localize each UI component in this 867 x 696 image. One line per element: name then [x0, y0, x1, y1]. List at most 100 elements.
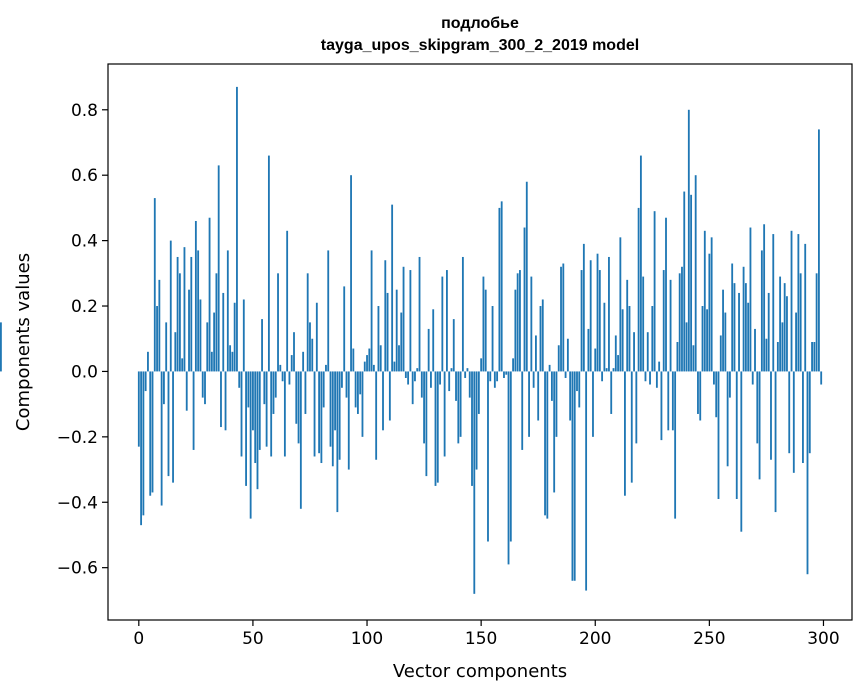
bar	[336, 371, 339, 513]
bar	[760, 250, 763, 372]
bar	[728, 371, 731, 398]
bar	[156, 306, 158, 372]
bar	[772, 234, 775, 372]
bar	[302, 351, 305, 372]
y-tick-label: 0.8	[71, 101, 98, 121]
bar	[697, 371, 699, 414]
bar	[204, 371, 206, 405]
bar	[222, 292, 225, 372]
bar	[655, 371, 658, 388]
bar	[560, 266, 562, 372]
bar	[594, 348, 597, 372]
bar	[596, 253, 599, 372]
bar	[242, 299, 245, 372]
bar	[619, 237, 622, 372]
x-tick-label: 250	[693, 629, 725, 649]
bar	[404, 371, 407, 378]
bar	[343, 286, 346, 372]
bar	[224, 371, 227, 431]
bar	[377, 306, 380, 372]
bar	[208, 217, 211, 372]
bar	[683, 191, 686, 372]
bar	[564, 371, 567, 378]
bar	[503, 371, 505, 378]
bar	[402, 266, 405, 372]
bar	[391, 204, 394, 372]
bar	[409, 270, 412, 372]
bar	[804, 243, 807, 372]
bar	[384, 260, 387, 372]
bar	[635, 371, 638, 444]
bar	[706, 309, 708, 372]
bar	[507, 371, 510, 565]
bar	[610, 371, 613, 414]
bar	[169, 240, 172, 372]
bar	[601, 371, 604, 382]
x-tick-label: 50	[242, 629, 264, 649]
bar	[181, 358, 184, 372]
bar	[630, 371, 633, 483]
bar	[452, 319, 455, 372]
bar	[555, 371, 558, 437]
bar	[315, 302, 318, 372]
bar	[676, 342, 679, 372]
bar	[288, 371, 291, 385]
bar	[281, 371, 284, 382]
bar	[448, 371, 451, 392]
bar	[550, 371, 553, 401]
bar	[477, 371, 480, 414]
bar	[612, 368, 615, 372]
bar	[233, 302, 236, 372]
bar	[767, 292, 770, 372]
bar	[140, 371, 143, 526]
bar	[395, 289, 398, 372]
bar	[487, 371, 489, 542]
bar	[400, 312, 403, 372]
bar	[580, 270, 583, 372]
bar	[252, 371, 254, 431]
bar	[220, 371, 222, 428]
bar	[571, 371, 574, 581]
bar	[653, 211, 656, 372]
bar	[776, 342, 779, 372]
x-tick-label: 150	[465, 629, 497, 649]
bar	[144, 371, 147, 392]
bar	[509, 371, 512, 542]
bar	[176, 256, 179, 372]
y-tick-label: 0.2	[71, 297, 98, 317]
bar	[708, 253, 711, 372]
bar	[468, 371, 471, 398]
bar	[178, 273, 181, 372]
bar	[701, 306, 704, 372]
bar	[416, 368, 419, 372]
bar	[614, 335, 617, 372]
bar	[582, 243, 585, 372]
bar	[802, 371, 804, 464]
bar	[206, 322, 209, 372]
bar	[366, 355, 368, 372]
x-tick-label: 300	[807, 629, 839, 649]
bar	[815, 273, 818, 372]
bar	[541, 299, 544, 372]
bar	[562, 263, 565, 372]
bar	[414, 371, 416, 382]
bar	[699, 371, 702, 421]
bar	[633, 332, 635, 372]
bar	[589, 260, 592, 372]
bar	[247, 371, 250, 408]
bar	[535, 335, 537, 372]
bar	[519, 270, 521, 372]
bar	[379, 345, 382, 372]
bar	[774, 371, 777, 513]
y-tick-label: 0.4	[71, 232, 98, 252]
bar	[512, 358, 515, 372]
bar	[811, 342, 813, 372]
bar	[372, 364, 375, 372]
bar	[528, 371, 530, 437]
bar	[185, 371, 188, 411]
bar	[644, 371, 647, 382]
bar	[808, 371, 811, 454]
bar	[267, 155, 270, 372]
bar	[617, 355, 619, 372]
